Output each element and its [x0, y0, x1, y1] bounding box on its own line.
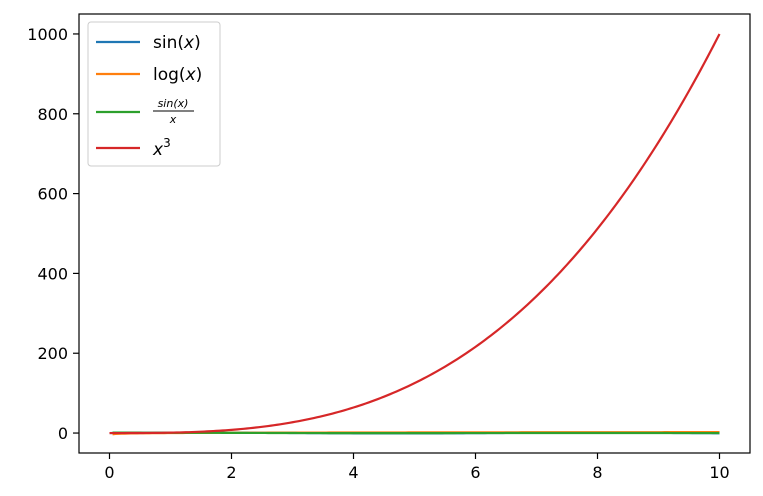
legend-label-sinc-denominator: x: [169, 113, 177, 126]
legend-label-sinc-numerator: sin(x): [158, 97, 189, 110]
x-tick-label: 6: [470, 463, 480, 482]
x-tick-label: 0: [104, 463, 114, 482]
x-tick-label: 2: [226, 463, 236, 482]
legend-label-cube: x3: [152, 136, 171, 160]
legend: sin(x) log(x) sin(x) x x3: [87, 21, 221, 167]
y-tick-label: 800: [37, 105, 68, 124]
legend-label-sin: sin(x): [153, 33, 201, 53]
plot-lines: [109, 33, 721, 436]
x-tick-label: 4: [348, 463, 358, 482]
x-tick-label: 8: [592, 463, 602, 482]
plot-frame: [78, 13, 751, 454]
y-tick-label: 600: [37, 185, 68, 204]
y-tick-label: 200: [37, 344, 68, 363]
y-tick-label: 400: [37, 264, 68, 283]
series-line-3: [109, 33, 721, 435]
y-tick-label: 1000: [27, 25, 68, 44]
x-axis: 0 2 4 6 8 10: [104, 453, 730, 482]
y-axis: 0 200 400 600 800 1000: [27, 25, 79, 443]
legend-label-log: log(x): [153, 65, 202, 85]
x-tick-label: 10: [709, 463, 729, 482]
y-tick-label: 0: [58, 424, 68, 443]
legend-box: [87, 21, 221, 167]
